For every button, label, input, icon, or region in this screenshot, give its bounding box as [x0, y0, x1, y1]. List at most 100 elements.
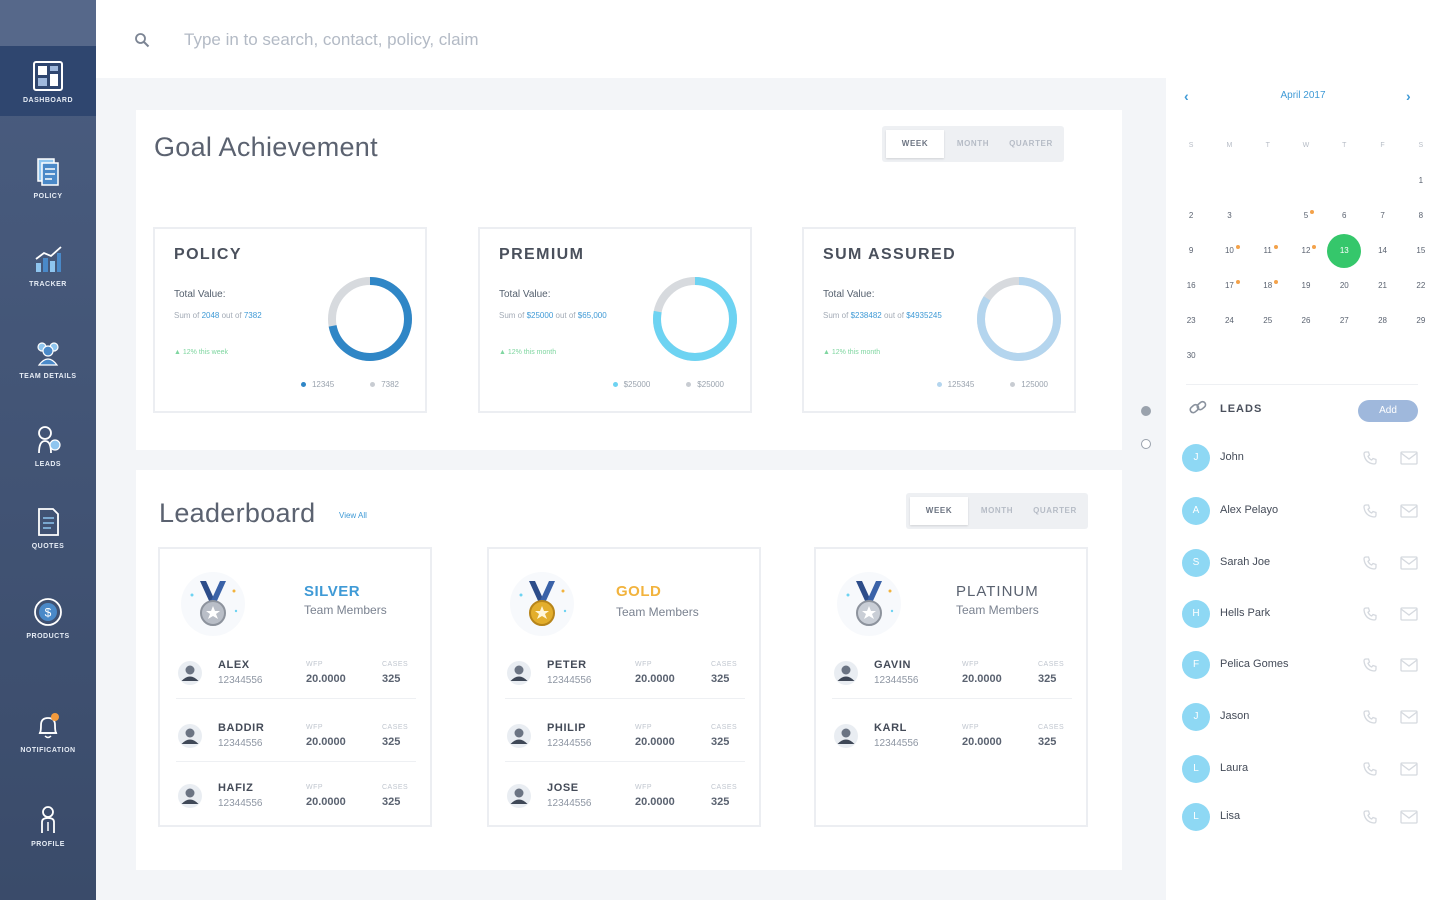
leaderboard-period-quarter[interactable]: QUARTER: [1033, 506, 1077, 515]
phone-icon[interactable]: [1362, 450, 1378, 466]
phone-icon[interactable]: [1362, 555, 1378, 571]
calendar-day[interactable]: 14: [1378, 246, 1387, 255]
leaderboard-row[interactable]: HAFIZ 12344556 WFP 20.0000 CASES 325: [176, 772, 416, 822]
calendar-day[interactable]: 21: [1378, 281, 1387, 290]
calendar-day[interactable]: 7: [1380, 211, 1385, 220]
silver-medal-icon: [181, 572, 245, 636]
leaderboard-row[interactable]: GAVIN 12344556 WFP 20.0000 CASES 325: [832, 649, 1072, 699]
calendar-week: 9 10 11 12 13 14 15: [1172, 234, 1440, 276]
leaderboard-row[interactable]: JOSE 12344556 WFP 20.0000 CASES 325: [505, 772, 745, 822]
calendar-day[interactable]: 22: [1416, 281, 1426, 290]
calendar-empty: [1325, 171, 1363, 206]
tier-card-silver[interactable]: SILVER Team Members ALEX 12344556 WFP 20…: [158, 547, 432, 827]
calendar-weekday: W: [1302, 142, 1310, 149]
calendar-day[interactable]: 17: [1210, 276, 1248, 311]
calendar-day[interactable]: 29: [1416, 316, 1426, 325]
lead-item[interactable]: L Lisa: [1182, 801, 1424, 833]
calendar-day[interactable]: 18: [1249, 276, 1287, 311]
calendar-empty: [1249, 346, 1287, 381]
lead-item[interactable]: L Laura: [1182, 753, 1424, 785]
calendar-day[interactable]: 15: [1416, 246, 1426, 255]
calendar-day[interactable]: 24: [1224, 316, 1234, 325]
mail-icon[interactable]: [1400, 556, 1418, 570]
calendar-day[interactable]: 26: [1301, 316, 1311, 325]
calendar-day[interactable]: 13: [1325, 234, 1363, 276]
donut-legend: 12345 7382: [300, 380, 399, 389]
goal-period-quarter[interactable]: QUARTER: [1009, 139, 1053, 148]
calendar-day[interactable]: 6: [1342, 211, 1347, 220]
leaderboard-period-toggle: WEEK MONTH QUARTER: [906, 493, 1088, 529]
calendar-day[interactable]: 16: [1186, 281, 1196, 290]
phone-icon[interactable]: [1362, 606, 1378, 622]
search-icon[interactable]: [134, 32, 150, 48]
calendar-day[interactable]: 1: [1418, 176, 1424, 185]
phone-icon[interactable]: [1362, 809, 1378, 825]
goal-card-premium[interactable]: PREMIUM Total Value: Sum of $25000 out o…: [478, 227, 752, 413]
lead-item[interactable]: J Jason: [1182, 701, 1424, 733]
calendar-day[interactable]: 5: [1287, 206, 1325, 241]
phone-icon[interactable]: [1362, 503, 1378, 519]
mail-icon[interactable]: [1400, 710, 1418, 724]
calendar-day[interactable]: 3: [1227, 211, 1232, 220]
calendar-day[interactable]: 30: [1186, 351, 1196, 360]
lead-item[interactable]: F Pelica Gomes: [1182, 649, 1424, 681]
calendar-day[interactable]: 12: [1287, 241, 1325, 276]
mail-icon[interactable]: [1400, 607, 1418, 621]
calendar-day[interactable]: 8: [1418, 211, 1424, 220]
leaderboard-row[interactable]: ALEX 12344556 WFP 20.0000 CASES 325: [176, 649, 416, 699]
legend-achieved: 12345: [300, 380, 334, 389]
calendar-day[interactable]: 28: [1378, 316, 1387, 325]
tier-name: SILVER: [304, 583, 361, 600]
sidebar-item-team-details[interactable]: TEAM DETAILS: [0, 322, 96, 392]
calendar-day[interactable]: 11: [1249, 241, 1287, 276]
leaderboard-row[interactable]: PHILIP 12344556 WFP 20.0000 CASES 325: [505, 712, 745, 762]
leaderboard-row[interactable]: KARL 12344556 WFP 20.0000 CASES 325: [832, 712, 1072, 762]
calendar-prev-button[interactable]: ‹: [1184, 88, 1189, 104]
calendar-day[interactable]: 9: [1188, 246, 1194, 255]
calendar-day[interactable]: 20: [1339, 281, 1349, 290]
leaderboard-row[interactable]: BADDIR 12344556 WFP 20.0000 CASES 325: [176, 712, 416, 762]
search-input[interactable]: [184, 26, 684, 54]
sidebar-item-profile[interactable]: PROFILE: [0, 790, 96, 860]
view-all-link[interactable]: View All: [339, 511, 367, 520]
sidebar-item-policy[interactable]: POLICY: [0, 142, 96, 212]
sidebar-item-leads[interactable]: LEADS: [0, 410, 96, 480]
lead-item[interactable]: H Hells Park: [1182, 598, 1424, 630]
tier-card-platinum[interactable]: PLATINUM Team Members GAVIN 12344556 WFP…: [814, 547, 1088, 827]
calendar-weekday: T: [1342, 142, 1347, 149]
calendar-next-button[interactable]: ›: [1406, 88, 1411, 104]
phone-icon[interactable]: [1362, 761, 1378, 777]
calendar-day[interactable]: 19: [1301, 281, 1311, 290]
calendar-day[interactable]: 23: [1186, 316, 1196, 325]
goal-card-policy[interactable]: POLICY Total Value: Sum of 2048 out of 7…: [153, 227, 427, 413]
leaderboard-row[interactable]: PETER 12344556 WFP 20.0000 CASES 325: [505, 649, 745, 699]
calendar-day[interactable]: 25: [1263, 316, 1273, 325]
goal-card-sum-assured[interactable]: SUM ASSURED Total Value: Sum of $238482 …: [802, 227, 1076, 413]
calendar-day[interactable]: 2: [1188, 211, 1194, 220]
sidebar-item-dashboard[interactable]: DASHBOARD: [0, 46, 96, 116]
lead-item[interactable]: S Sarah Joe: [1182, 547, 1424, 579]
leaderboard-period-month[interactable]: MONTH: [980, 506, 1014, 515]
tier-card-gold[interactable]: GOLD Team Members PETER 12344556 WFP 20.…: [487, 547, 761, 827]
goal-period-week[interactable]: WEEK: [886, 130, 944, 158]
phone-icon[interactable]: [1362, 657, 1378, 673]
mail-icon[interactable]: [1400, 658, 1418, 672]
mail-icon[interactable]: [1400, 762, 1418, 776]
leaderboard-period-week[interactable]: WEEK: [910, 497, 968, 525]
sidebar-item-notification[interactable]: NOTIFICATION: [0, 696, 96, 766]
pager-dot[interactable]: [1141, 439, 1151, 449]
add-lead-button[interactable]: Add: [1358, 400, 1418, 422]
mail-icon[interactable]: [1400, 504, 1418, 518]
lead-item[interactable]: A Alex Pelayo: [1182, 495, 1424, 527]
mail-icon[interactable]: [1400, 810, 1418, 824]
phone-icon[interactable]: [1362, 709, 1378, 725]
mail-icon[interactable]: [1400, 451, 1418, 465]
pager-dot-active[interactable]: [1141, 406, 1151, 416]
calendar-day[interactable]: 27: [1339, 316, 1349, 325]
sidebar-item-tracker[interactable]: TRACKER: [0, 230, 96, 300]
sidebar-item-quotes[interactable]: QUOTES: [0, 492, 96, 562]
goal-period-month[interactable]: MONTH: [956, 139, 990, 148]
lead-item[interactable]: J John: [1182, 442, 1424, 474]
sidebar-item-products[interactable]: $ PRODUCTS: [0, 582, 96, 652]
calendar-day[interactable]: 10: [1210, 241, 1248, 276]
